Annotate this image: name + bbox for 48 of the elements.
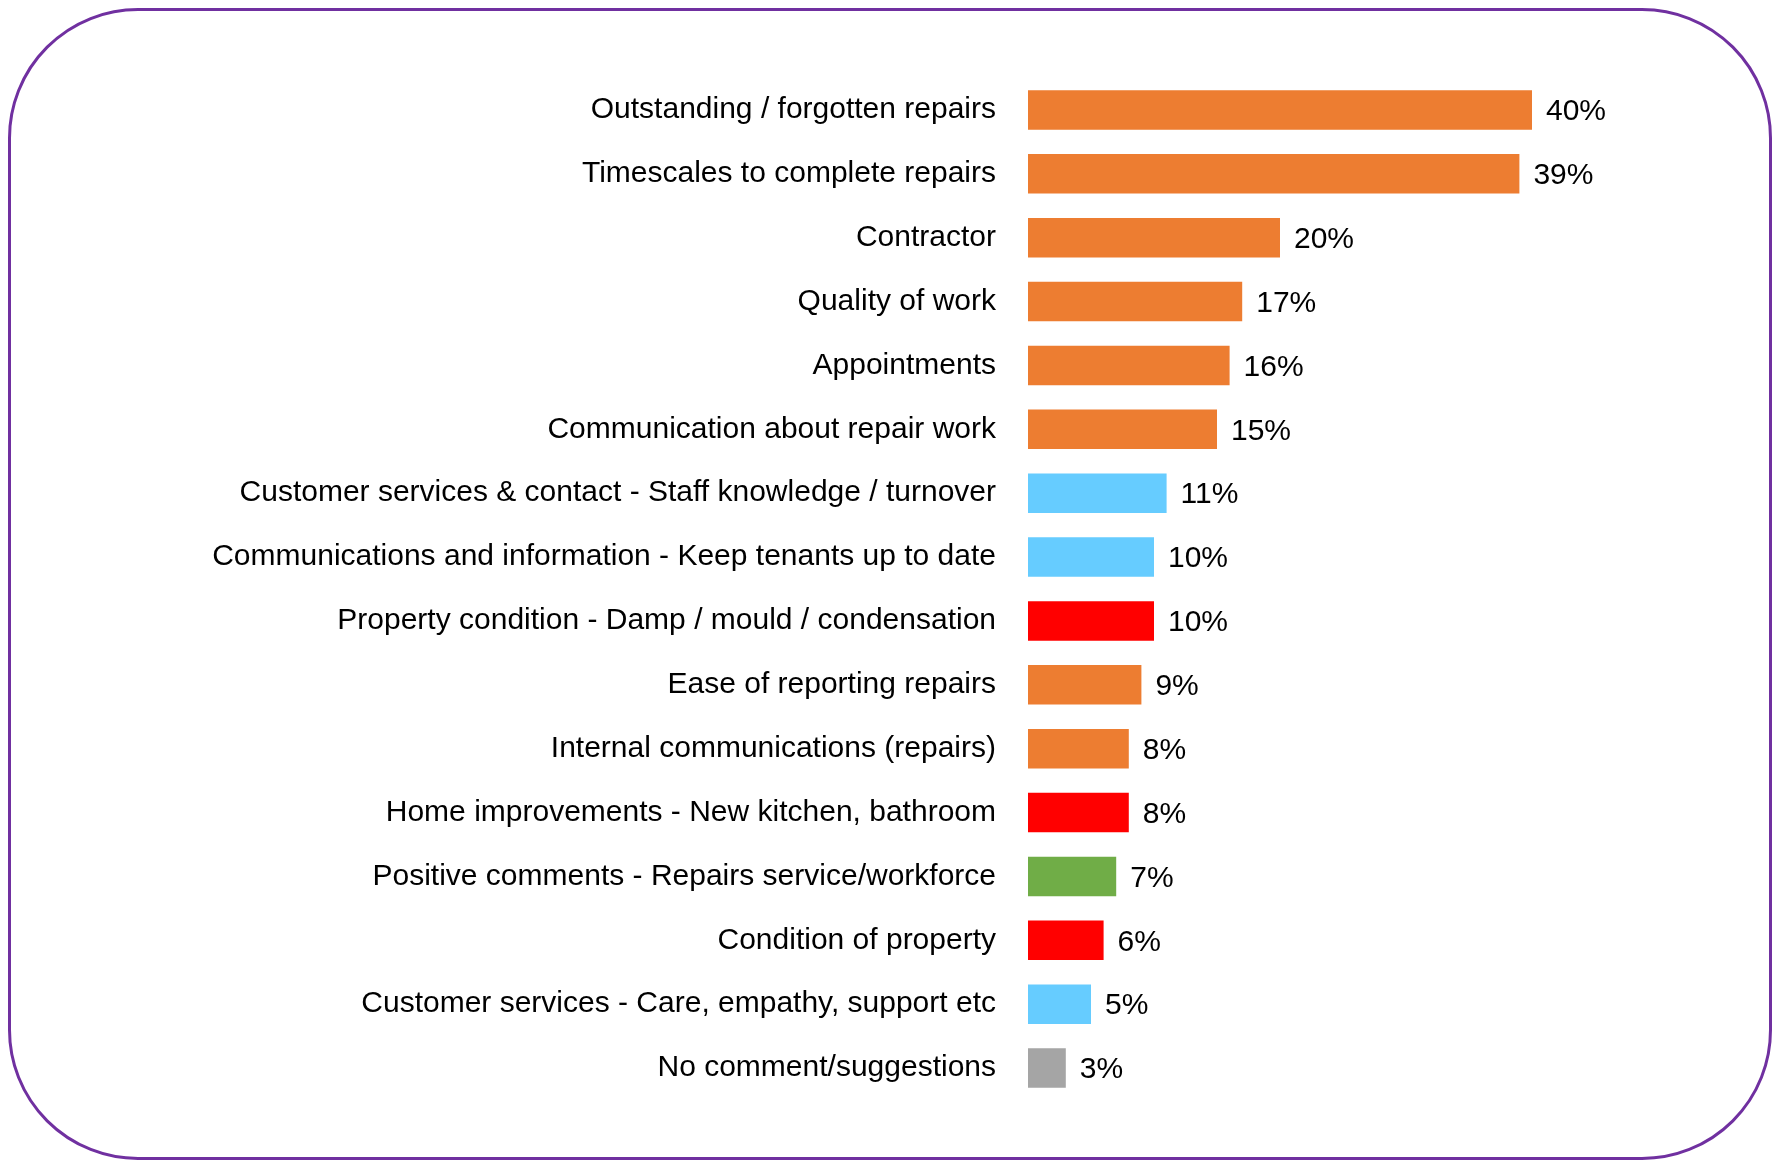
y-tick-label: Home improvements - New kitchen, bathroom bbox=[385, 793, 996, 827]
data-label: 9% bbox=[1155, 668, 1199, 702]
y-tick-label: Internal communications (repairs) bbox=[550, 729, 996, 763]
data-label: 11% bbox=[1180, 476, 1239, 510]
bar bbox=[1028, 154, 1520, 194]
data-label: 6% bbox=[1117, 923, 1161, 957]
y-tick-label: Contractor bbox=[855, 218, 996, 252]
y-tick-label: Communication about repair work bbox=[547, 410, 997, 444]
data-label: 40% bbox=[1546, 93, 1607, 127]
y-tick-label: Outstanding / forgotten repairs bbox=[590, 91, 996, 125]
bar bbox=[1028, 409, 1217, 450]
data-label: 8% bbox=[1142, 731, 1187, 765]
data-label: 7% bbox=[1130, 859, 1174, 893]
data-label: 10% bbox=[1168, 604, 1229, 638]
y-tick-label: Communications and information - Keep tenants up to date bbox=[212, 538, 996, 572]
y-tick-label: No comment/suggestions bbox=[657, 1049, 996, 1083]
bar bbox=[1028, 345, 1230, 386]
y-tick-label: Property condition - Damp / mould / condensation bbox=[337, 602, 996, 636]
y-tick-label: Appointments bbox=[812, 346, 996, 380]
data-label: 17% bbox=[1256, 284, 1317, 318]
bar bbox=[1028, 920, 1104, 961]
data-label: 16% bbox=[1243, 348, 1304, 382]
data-label: 5% bbox=[1105, 987, 1149, 1021]
y-tick-label: Condition of property bbox=[717, 921, 996, 955]
data-label: 3% bbox=[1079, 1051, 1124, 1085]
y-tick-label: Quality of work bbox=[797, 282, 997, 316]
bar bbox=[1028, 217, 1280, 258]
bar bbox=[1028, 665, 1142, 705]
y-tick-label: Positive comments - Repairs service/workforce bbox=[372, 857, 996, 891]
bar bbox=[1028, 856, 1117, 897]
data-label: 39% bbox=[1533, 157, 1594, 191]
data-label: 8% bbox=[1142, 795, 1187, 829]
bar bbox=[1028, 537, 1154, 577]
bar bbox=[1028, 792, 1129, 833]
y-tick-label: Customer services & contact - Staff knowledge / turnover bbox=[239, 474, 996, 508]
bar bbox=[1028, 1048, 1066, 1088]
bar bbox=[1028, 473, 1167, 513]
y-tick-label: Timescales to complete repairs bbox=[581, 155, 996, 189]
data-label: 15% bbox=[1231, 412, 1292, 446]
bar bbox=[1028, 984, 1091, 1024]
data-label: 10% bbox=[1168, 540, 1229, 574]
bar bbox=[1028, 281, 1243, 322]
bar bbox=[1028, 601, 1154, 641]
bar bbox=[1028, 728, 1129, 769]
y-tick-label: Customer services - Care, empathy, support etc bbox=[361, 985, 996, 1019]
bar bbox=[1028, 90, 1532, 130]
y-tick-label: Ease of reporting repairs bbox=[667, 666, 996, 700]
data-label: 20% bbox=[1294, 220, 1355, 254]
